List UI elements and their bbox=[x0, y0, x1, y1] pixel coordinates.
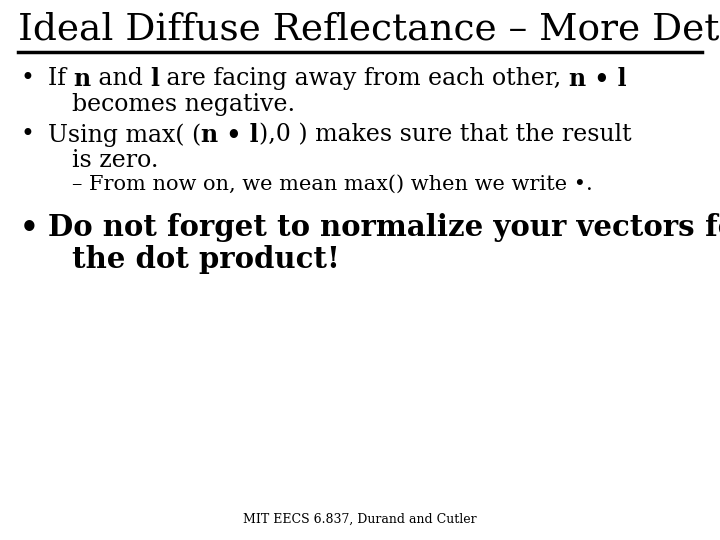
Text: – From now on, we mean max() when we write •.: – From now on, we mean max() when we wri… bbox=[72, 175, 593, 194]
Text: n • l: n • l bbox=[202, 123, 259, 147]
Text: •: • bbox=[20, 67, 34, 90]
Text: If: If bbox=[48, 67, 73, 90]
Text: ),0 ) makes sure that the result: ),0 ) makes sure that the result bbox=[259, 123, 631, 146]
Text: are facing away from each other,: are facing away from each other, bbox=[159, 67, 569, 90]
Text: becomes negative.: becomes negative. bbox=[72, 93, 295, 116]
Text: •: • bbox=[20, 123, 34, 146]
Text: n: n bbox=[73, 67, 91, 91]
Text: the dot product!: the dot product! bbox=[72, 245, 340, 274]
Text: Do not forget to: Do not forget to bbox=[48, 213, 320, 242]
Text: for: for bbox=[695, 213, 720, 242]
Text: MIT EECS 6.837, Durand and Cutler: MIT EECS 6.837, Durand and Cutler bbox=[243, 513, 477, 526]
Text: normalize your vectors: normalize your vectors bbox=[320, 213, 695, 242]
Text: Using max( (: Using max( ( bbox=[48, 123, 202, 146]
Text: Ideal Diffuse Reflectance – More Details: Ideal Diffuse Reflectance – More Details bbox=[18, 12, 720, 48]
Text: and: and bbox=[91, 67, 150, 90]
Text: n • l: n • l bbox=[569, 67, 626, 91]
Text: is zero.: is zero. bbox=[72, 149, 158, 172]
Text: •: • bbox=[20, 213, 39, 242]
Text: l: l bbox=[150, 67, 159, 91]
